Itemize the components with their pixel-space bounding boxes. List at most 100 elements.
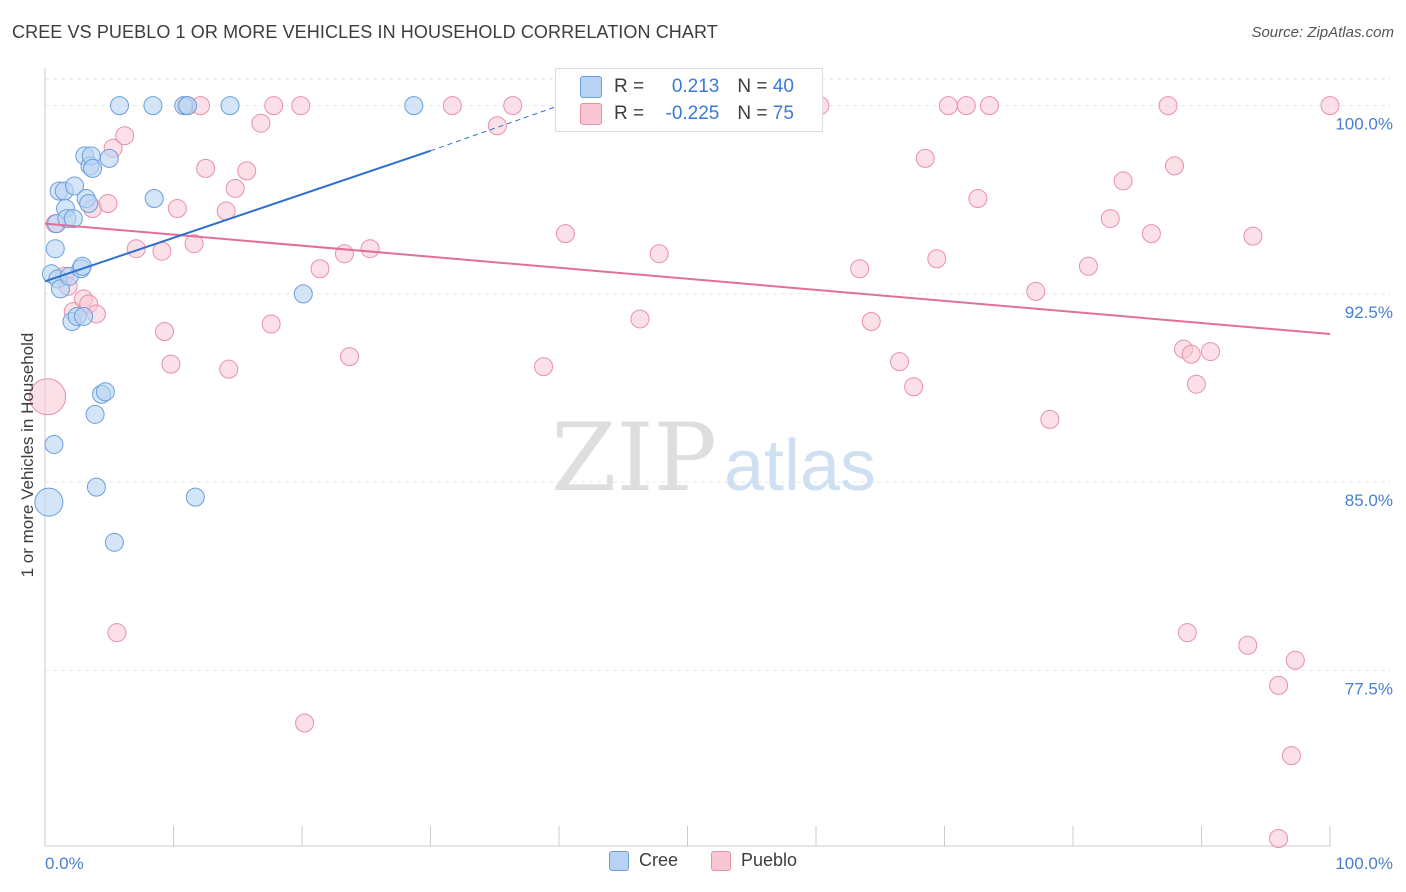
- pueblo-point: [1269, 675, 1289, 695]
- cree-r-label: R =: [614, 76, 650, 97]
- cree-point: [404, 96, 424, 116]
- pueblo-point: [161, 354, 181, 374]
- pueblo-point: [251, 113, 271, 133]
- correlation-legend: R = 0.213 N = 40 R = -0.225 N = 75: [555, 68, 823, 132]
- pueblo-point: [630, 309, 650, 329]
- pueblo-point: [237, 161, 257, 181]
- pueblo-point: [503, 96, 523, 116]
- pueblo-point: [1181, 344, 1201, 364]
- cree-point: [45, 239, 65, 259]
- cree-r-value: 0.213: [671, 76, 720, 97]
- pueblo-point: [555, 224, 575, 244]
- cree-point: [74, 306, 94, 326]
- pueblo-point: [1186, 374, 1206, 394]
- cree-point: [104, 532, 124, 552]
- cree-point: [143, 96, 163, 116]
- pueblo-point: [968, 189, 988, 209]
- cree-point: [178, 96, 198, 116]
- pueblo-point: [29, 378, 67, 416]
- pueblo-point: [184, 234, 204, 254]
- pueblo-point: [1320, 96, 1340, 116]
- legend-pueblo-swatch: [710, 850, 731, 871]
- pueblo-point: [1285, 650, 1305, 670]
- pueblo-r-label: R =: [614, 103, 650, 124]
- pueblo-point: [1177, 623, 1197, 643]
- pueblo-point: [956, 96, 976, 116]
- axes: [44, 68, 1331, 847]
- pueblo-point: [861, 311, 881, 331]
- pueblo-point: [360, 239, 380, 259]
- pueblo-point: [890, 352, 910, 372]
- x-tick-label-max: 100.0%: [1335, 854, 1393, 873]
- y-tick-label: 92.5%: [1345, 303, 1393, 322]
- source-credit: Source: ZipAtlas.com: [1251, 24, 1394, 41]
- pueblo-point: [1243, 226, 1263, 246]
- cree-point: [293, 284, 313, 304]
- cree-stats-row: R = 0.213 N = 40: [580, 74, 794, 100]
- pueblo-point: [649, 244, 669, 264]
- pueblo-point: [1269, 828, 1289, 848]
- cree-points: [34, 96, 424, 552]
- pueblo-point: [219, 359, 239, 379]
- pueblo-point: [115, 126, 135, 146]
- cree-point: [220, 96, 240, 116]
- cree-point: [65, 176, 85, 196]
- pueblo-point: [487, 116, 507, 136]
- pueblo-point: [340, 347, 360, 367]
- pueblo-point: [1078, 256, 1098, 276]
- watermark: ZIP atlas: [551, 404, 876, 513]
- pueblo-point: [915, 148, 935, 168]
- y-tick-label: 100.0%: [1335, 115, 1393, 134]
- watermark-atlas: atlas: [724, 426, 876, 506]
- y-tick-label: 77.5%: [1345, 679, 1393, 698]
- cree-point: [99, 148, 119, 168]
- chart-title: CREE VS PUEBLO 1 OR MORE VEHICLES IN HOU…: [12, 22, 718, 42]
- pueblo-point: [261, 314, 281, 334]
- tick-labels: 77.5% 85.0% 92.5% 100.0% 0.0% 100.0%: [45, 115, 1393, 873]
- pueblo-stats-row: R = -0.225 N = 75: [580, 101, 794, 127]
- cree-point: [44, 434, 64, 454]
- cree-point: [34, 487, 64, 517]
- pueblo-point: [1026, 281, 1046, 301]
- pueblo-point: [979, 96, 999, 116]
- pueblo-point: [334, 244, 354, 264]
- pueblo-point: [155, 322, 175, 342]
- pueblo-point: [98, 194, 118, 214]
- pueblo-point: [291, 96, 311, 116]
- cree-point: [85, 404, 105, 424]
- cree-point: [86, 477, 106, 497]
- x-tick-label-min: 0.0%: [45, 854, 84, 873]
- cree-point: [110, 96, 130, 116]
- cree-point: [144, 189, 164, 209]
- pueblo-point: [1158, 96, 1178, 116]
- cree-point: [95, 382, 115, 402]
- legend-item-pueblo[interactable]: Pueblo: [710, 850, 798, 871]
- pueblo-point: [1200, 342, 1220, 362]
- pueblo-point: [295, 713, 315, 733]
- cree-n-label: N =: [737, 76, 773, 97]
- pueblo-point: [225, 178, 245, 198]
- pueblo-point: [534, 357, 554, 377]
- pueblo-n-label: N =: [737, 103, 773, 124]
- pueblo-r-value: -0.225: [665, 103, 720, 124]
- cree-point: [185, 487, 205, 507]
- cree-trend-line: [44, 149, 431, 283]
- cree-trend-extension: [430, 105, 560, 152]
- legend-pueblo-label: Pueblo: [740, 850, 798, 870]
- series-legend: Cree Pueblo: [0, 850, 1406, 876]
- pueblo-point: [1100, 209, 1120, 229]
- watermark-zip: ZIP: [551, 404, 717, 513]
- cree-point: [79, 194, 99, 214]
- pueblo-point: [850, 259, 870, 279]
- legend-item-cree[interactable]: Cree: [608, 850, 678, 871]
- pueblo-point: [1141, 224, 1161, 244]
- cree-point: [63, 209, 83, 229]
- pueblo-swatch: [580, 103, 602, 125]
- y-axis-label: 1 or more Vehicles in Household: [18, 332, 37, 578]
- pueblo-point: [1113, 171, 1133, 191]
- cree-point: [83, 158, 103, 178]
- pueblo-point: [442, 96, 462, 116]
- pueblo-point: [927, 249, 947, 269]
- y-tick-label: 85.0%: [1345, 491, 1393, 510]
